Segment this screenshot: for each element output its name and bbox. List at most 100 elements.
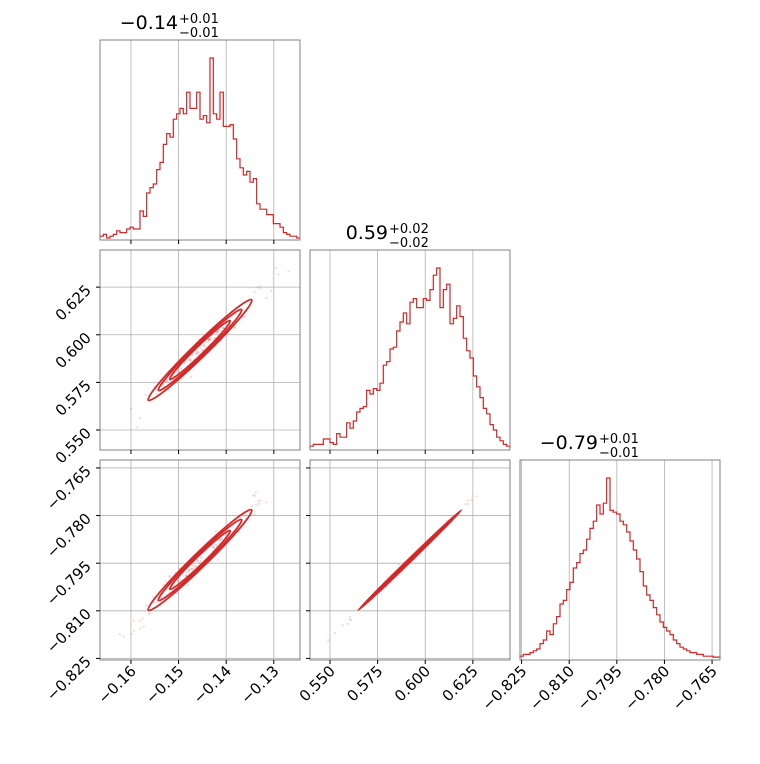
- sample-point: [168, 591, 171, 594]
- density-contour: [374, 525, 446, 595]
- density-contour: [157, 518, 243, 602]
- sample-point: [253, 290, 256, 293]
- sample-point: [253, 512, 256, 516]
- density-contour: [168, 529, 232, 591]
- sample-point: [183, 362, 186, 365]
- sample-point: [255, 503, 258, 506]
- sample-point: [467, 502, 470, 506]
- x-tick-label: −0.810: [526, 662, 578, 714]
- sample-point: [122, 635, 125, 638]
- sample-point: [346, 622, 350, 626]
- sample-point: [145, 604, 148, 607]
- sample-point: [151, 596, 155, 599]
- sample-point: [208, 337, 211, 340]
- sample-point: [341, 624, 344, 627]
- sample-point: [210, 338, 213, 341]
- histogram-step-line: [309, 267, 511, 448]
- sample-point: [139, 627, 142, 630]
- sample-point: [152, 601, 156, 604]
- sample-point: [188, 359, 192, 362]
- sample-point: [175, 372, 179, 375]
- sample-point: [445, 519, 448, 522]
- sample-point: [165, 379, 168, 382]
- panel-frame: [99, 39, 301, 241]
- sample-point: [397, 562, 400, 566]
- sample-point: [201, 348, 204, 351]
- sample-point: [159, 596, 163, 599]
- y-tick-label: −0.810: [43, 605, 95, 657]
- sample-point: [256, 286, 259, 289]
- sample-point: [259, 285, 262, 288]
- sample-point: [234, 327, 237, 330]
- sample-point: [386, 576, 389, 579]
- histogram-step-line: [99, 57, 300, 239]
- param-title-plus: +0.02: [389, 222, 429, 237]
- histogram-panel-2: −0.825−0.810−0.795−0.780−0.765 −0.79 +0.01…: [478, 432, 720, 714]
- sample-point: [206, 340, 210, 343]
- density-contour: [157, 308, 243, 392]
- sample-point: [195, 352, 199, 355]
- sample-point: [475, 495, 478, 498]
- sample-point: [348, 615, 352, 619]
- y-tick-label: 0.575: [52, 376, 95, 419]
- density-contour: [168, 319, 232, 381]
- sample-point: [130, 632, 133, 635]
- x-tick-label: −0.13: [237, 662, 282, 707]
- sample-point: [259, 287, 262, 290]
- sample-point: [212, 545, 215, 549]
- sample-point: [214, 530, 217, 533]
- sample-point: [190, 567, 193, 570]
- sample-point: [172, 374, 175, 378]
- sample-point: [198, 561, 201, 564]
- x-tick-label: −0.795: [574, 662, 626, 714]
- sample-point: [253, 494, 257, 497]
- param-title-median: −0.14: [120, 12, 178, 34]
- sample-point: [129, 407, 133, 410]
- sample-point: [164, 381, 167, 384]
- sample-point: [277, 273, 280, 276]
- sample-point: [132, 619, 135, 622]
- sample-point: [466, 499, 470, 502]
- sample-point: [265, 501, 268, 504]
- sample-point: [185, 574, 188, 577]
- sample-point: [348, 618, 351, 621]
- sample-point: [194, 352, 198, 356]
- sample-point: [182, 574, 185, 577]
- sample-point: [155, 392, 158, 395]
- sample-point: [214, 543, 217, 546]
- sample-point: [274, 267, 277, 270]
- sample-point: [177, 580, 180, 583]
- sample-point: [287, 270, 290, 273]
- y-tick-label: −0.825: [43, 653, 95, 705]
- param-title-median: −0.79: [540, 432, 598, 454]
- sample-point: [189, 359, 192, 362]
- panel-frame: [309, 459, 511, 661]
- sample-point: [185, 571, 189, 574]
- sample-point: [187, 569, 191, 572]
- sample-point: [196, 351, 200, 354]
- y-tick-label: 0.600: [52, 329, 95, 372]
- sample-point: [196, 351, 200, 354]
- sample-point: [211, 545, 214, 548]
- sample-point: [190, 567, 194, 570]
- sample-point: [213, 337, 216, 340]
- sample-point: [196, 559, 199, 562]
- sample-point: [147, 612, 150, 615]
- sample-point: [168, 575, 171, 578]
- sample-point: [257, 500, 260, 503]
- sample-point: [191, 354, 194, 357]
- sample-point: [333, 631, 336, 635]
- sample-point: [327, 639, 330, 642]
- sample-point: [217, 331, 220, 334]
- sample-point: [234, 313, 237, 316]
- sample-point: [136, 426, 139, 429]
- x-tick-label: −0.14: [190, 662, 235, 707]
- x-tick-label: −0.825: [478, 662, 530, 714]
- sample-point: [194, 350, 198, 353]
- x-tick-label: −0.765: [669, 662, 721, 714]
- histogram-panel-0: −0.14 +0.01−0.01: [99, 12, 301, 244]
- sample-point: [350, 618, 353, 622]
- sample-point: [168, 574, 171, 578]
